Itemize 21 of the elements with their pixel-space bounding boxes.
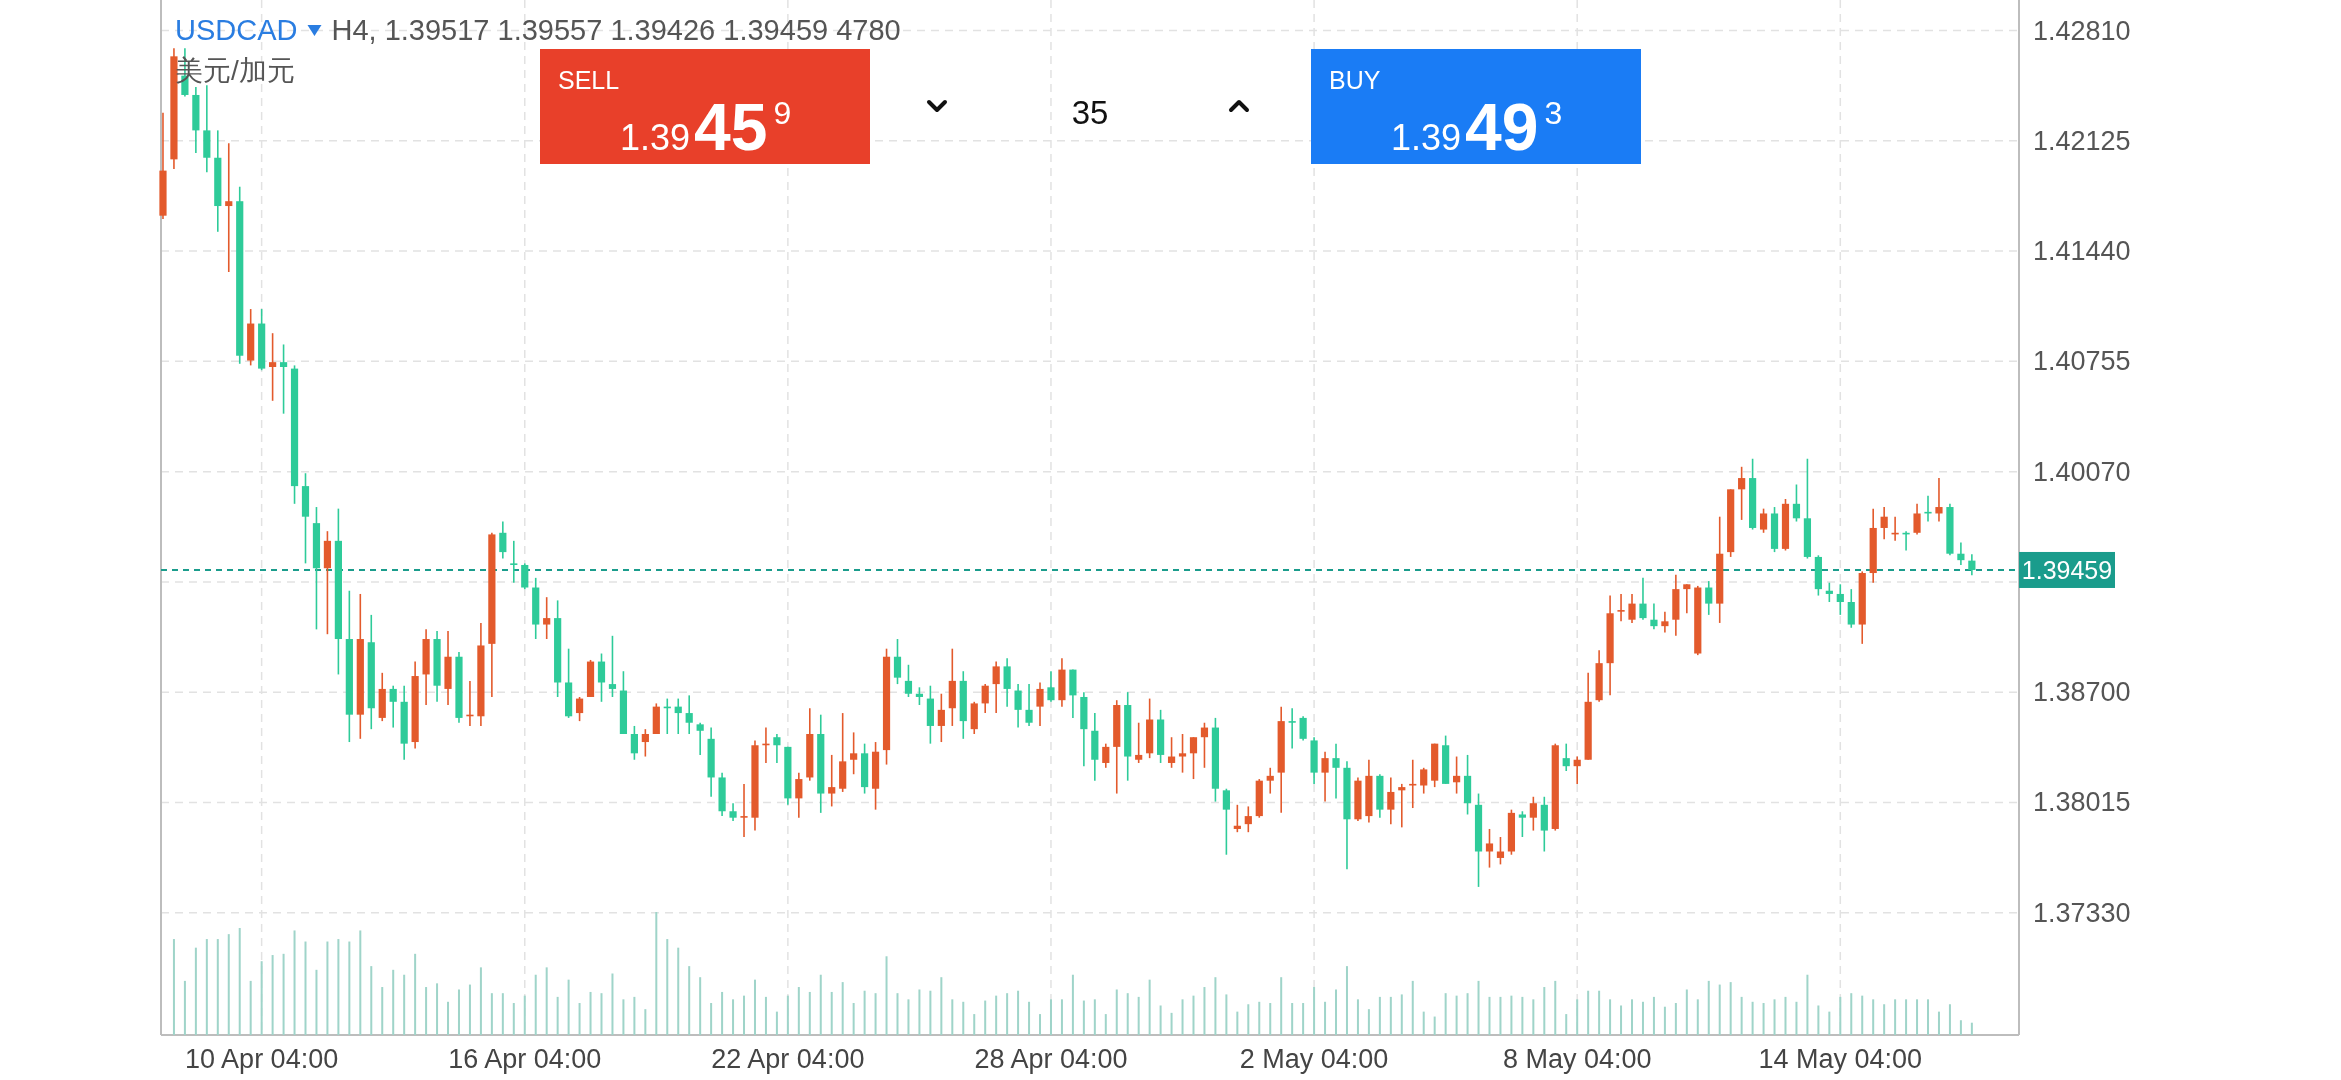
xtick: 28 Apr 04:00 <box>974 1044 1128 1074</box>
ytick: 1.40070 <box>2033 456 2131 487</box>
xtick: 10 Apr 04:00 <box>185 1044 339 1074</box>
ytick: 1.38015 <box>2033 787 2131 818</box>
ytick: 1.40755 <box>2033 346 2131 377</box>
ytick: 1.37330 <box>2033 897 2131 928</box>
annotation: SELL <box>558 66 620 94</box>
ytick: 1.41440 <box>2033 236 2131 267</box>
text: H4, 1.39517 1.39557 1.39426 1.39459 4780 <box>331 14 901 46</box>
xtick: 22 Apr 04:00 <box>711 1044 865 1074</box>
annotation: 35 <box>1071 93 1109 131</box>
ytick: 1.42810 <box>2033 15 2131 46</box>
ytick: 1.38700 <box>2033 677 2131 708</box>
xtick: 14 May 04:00 <box>1758 1044 1923 1074</box>
xtick: 8 May 04:00 <box>1502 1044 1652 1074</box>
text: USDCAD <box>175 14 298 46</box>
xtick: 16 Apr 04:00 <box>448 1044 602 1074</box>
ytick: 1.42125 <box>2033 125 2131 156</box>
xtick: 2 May 04:00 <box>1239 1044 1389 1074</box>
ref-line-label: 1.39459 <box>2021 555 2113 584</box>
annotation: BUY <box>1329 66 1381 94</box>
